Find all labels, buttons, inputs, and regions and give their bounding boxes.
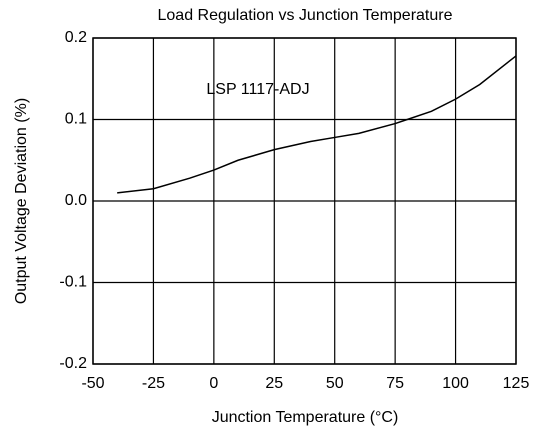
x-tick-label: -50 xyxy=(81,375,104,392)
x-tick-label: 0 xyxy=(209,375,218,392)
y-tick-label: -0.1 xyxy=(59,274,87,291)
y-tick-label: 0.2 xyxy=(65,29,87,46)
x-tick-label: 125 xyxy=(503,375,530,392)
x-tick-label: 50 xyxy=(326,375,344,392)
y-axis-label: Output Voltage Deviation (%) xyxy=(13,98,30,304)
x-tick-label: -25 xyxy=(142,375,165,392)
annotation: LSP 1117-ADJ xyxy=(206,81,309,98)
x-tick-label: 75 xyxy=(386,375,404,392)
y-tick-label: 0.1 xyxy=(65,111,87,128)
plot-frame xyxy=(92,37,517,365)
y-tick-label: 0.0 xyxy=(65,192,87,209)
x-tick-label: 100 xyxy=(442,375,469,392)
data-line xyxy=(117,55,517,194)
x-axis-label: Junction Temperature (°C) xyxy=(212,409,399,426)
y-tick-label: -0.2 xyxy=(59,355,87,372)
x-tick-label: 25 xyxy=(265,375,283,392)
chart-title: Load Regulation vs Junction Temperature xyxy=(158,7,453,24)
